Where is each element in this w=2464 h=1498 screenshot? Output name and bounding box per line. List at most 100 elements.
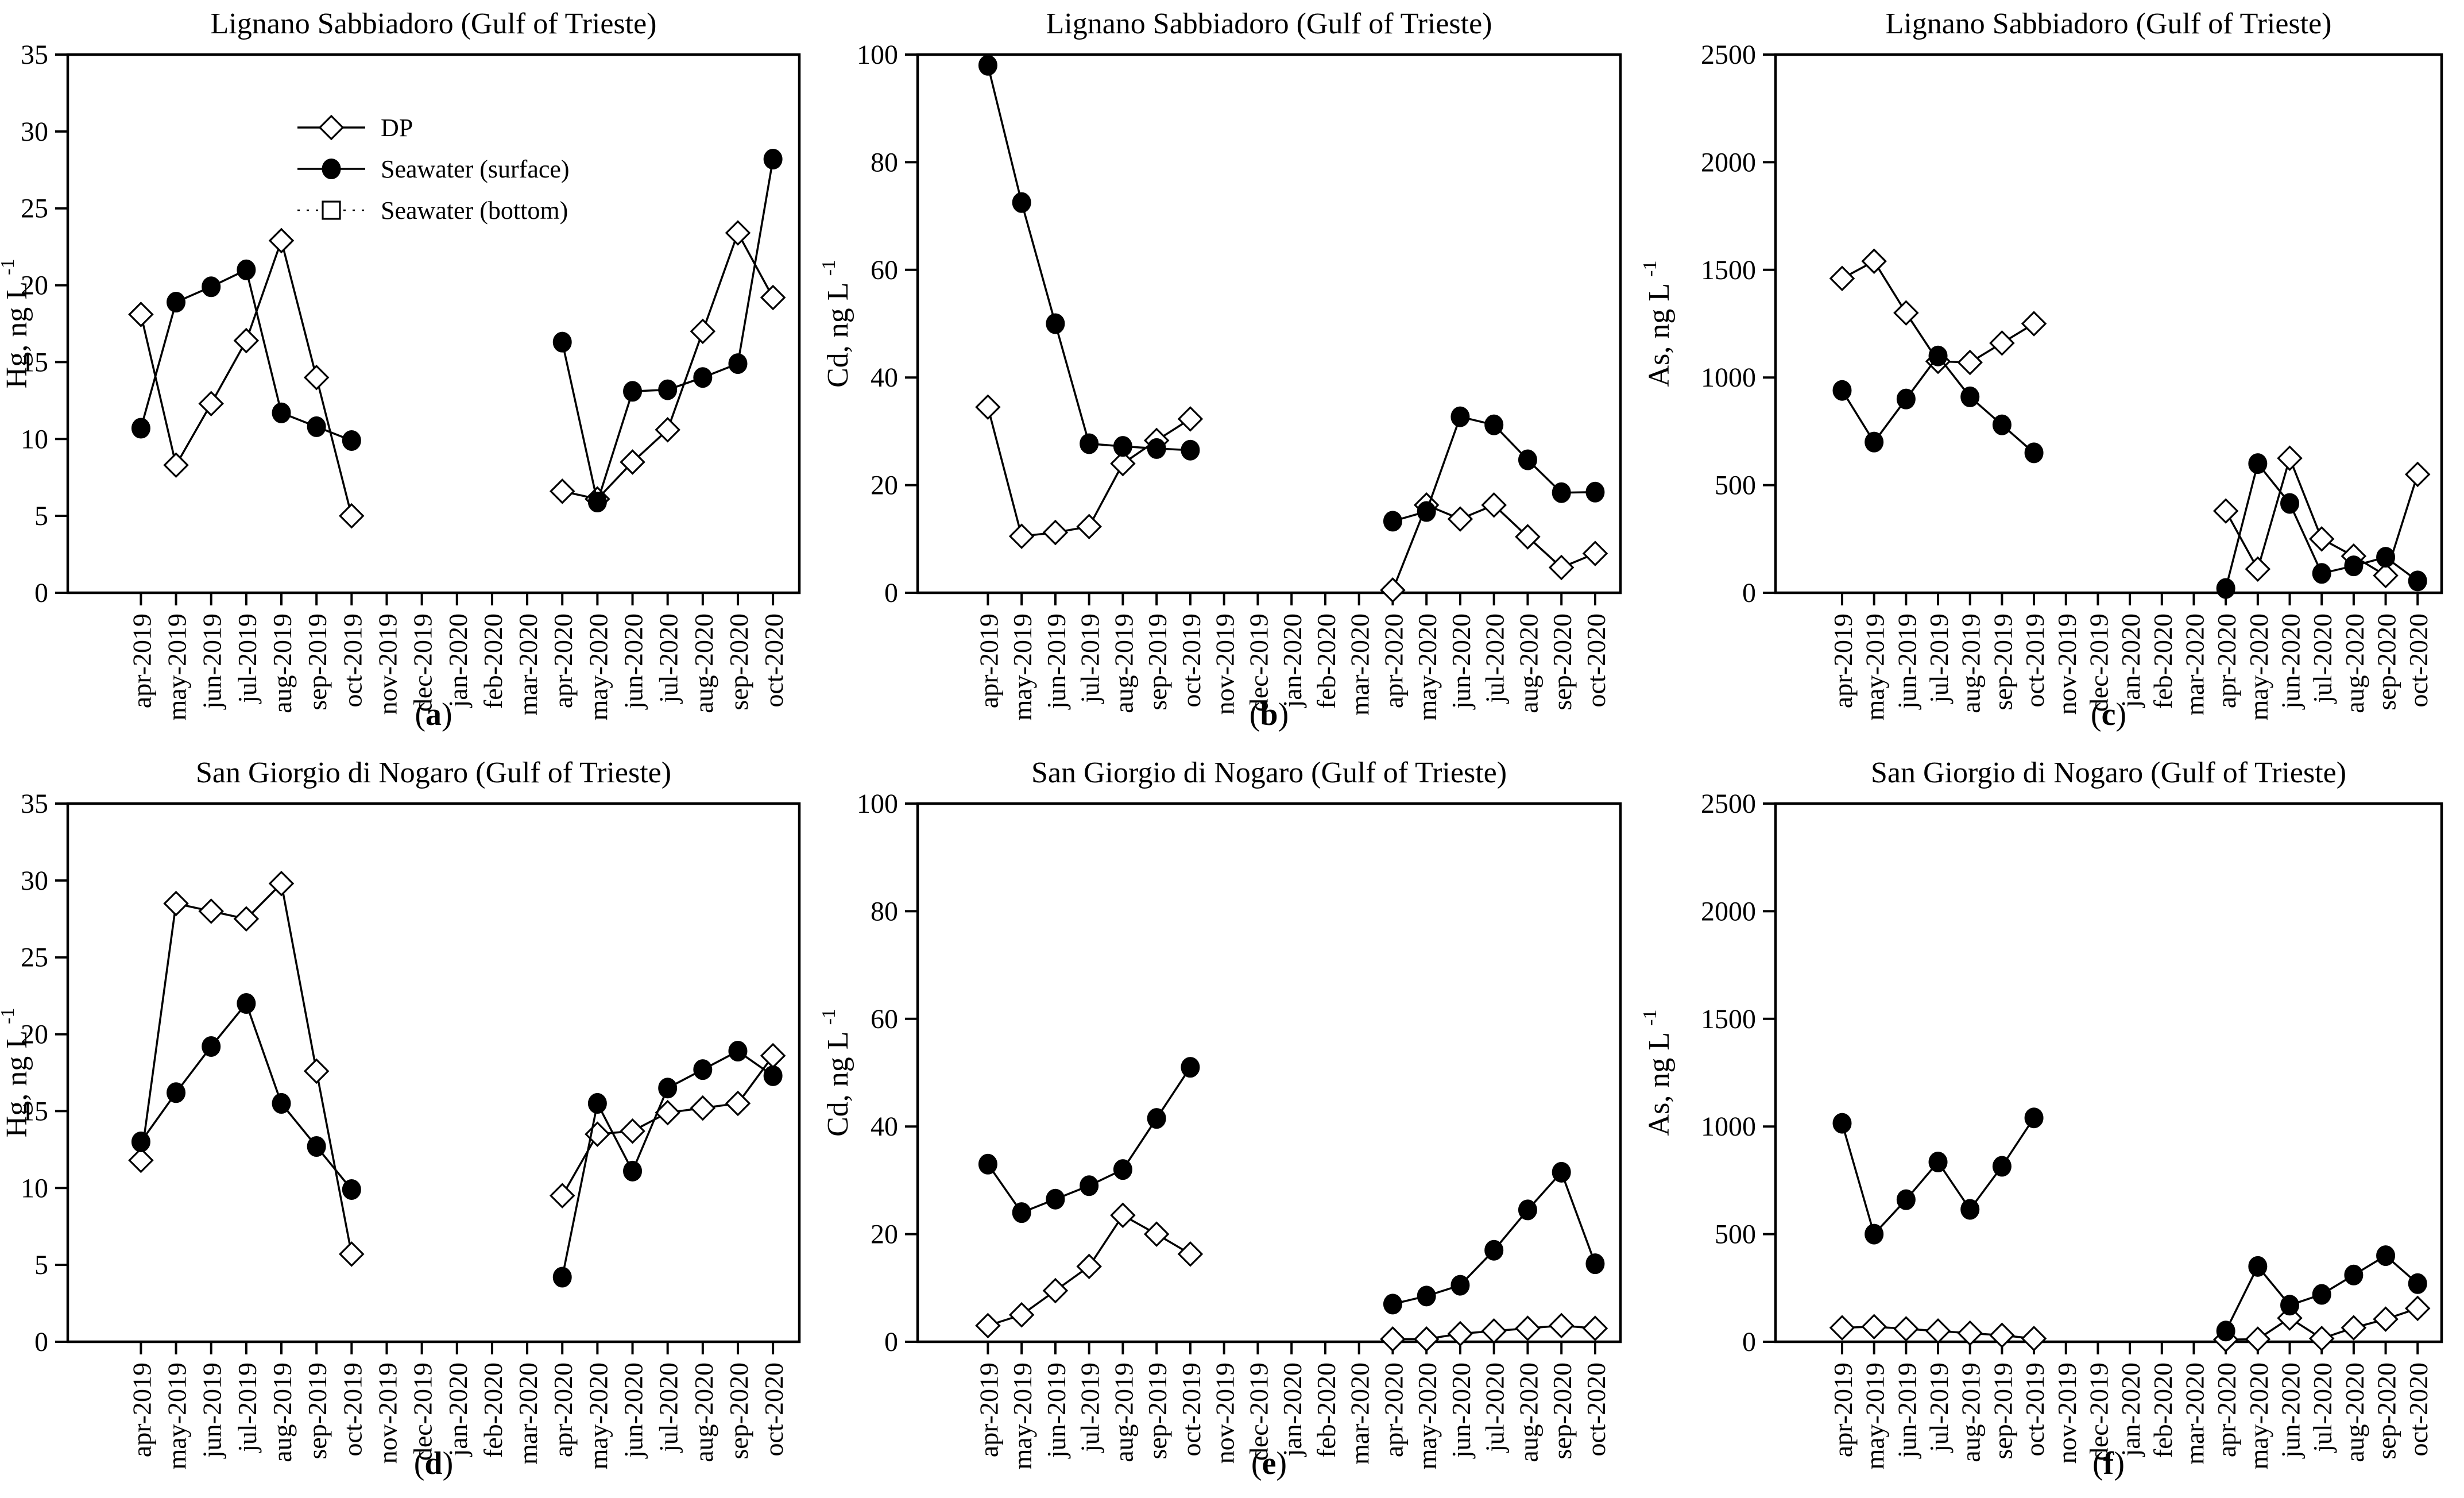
filled-circle-marker: [237, 259, 256, 280]
filled-circle-marker: [1383, 1294, 1402, 1315]
filled-circle-marker: [1585, 481, 1605, 503]
filled-circle-marker: [978, 55, 997, 76]
filled-circle-marker: [2216, 578, 2235, 599]
x-tick-label: aug-2019: [1109, 613, 1138, 713]
open-diamond-marker: [2373, 562, 2399, 589]
open-diamond-marker: [1582, 1315, 1608, 1341]
filled-circle-marker: [202, 1036, 221, 1057]
x-tick-label: nov-2019: [2052, 613, 2082, 715]
filled-circle-marker: [1181, 439, 1200, 461]
y-tick-label: 0: [1742, 578, 1756, 608]
open-diamond-marker: [1481, 1318, 1507, 1344]
series-dp: [128, 870, 786, 1267]
open-diamond-marker: [1447, 506, 1473, 532]
x-tick-label: sep-2020: [1548, 1362, 1577, 1460]
open-diamond-marker: [549, 1183, 575, 1209]
y-tick-label: 25: [21, 943, 48, 973]
open-diamond-marker: [2308, 526, 2335, 552]
x-tick-label: jun-2020: [2276, 1362, 2306, 1459]
y-tick-label: 20: [871, 1219, 898, 1250]
subplot-letter: (b): [1250, 697, 1289, 732]
open-diamond-marker: [2341, 1315, 2367, 1341]
x-tick-label: jan-2020: [1278, 1362, 1307, 1458]
subplot-letter: (e): [1251, 1446, 1287, 1481]
filled-circle-marker: [1450, 1275, 1470, 1296]
x-tick-label: jun-2020: [2276, 613, 2306, 710]
subplot-letter: (d): [414, 1446, 453, 1481]
x-tick-label: jun-2019: [1042, 1362, 1071, 1459]
plot-box: [916, 802, 1622, 1343]
x-tick-label: feb-2020: [2148, 613, 2177, 709]
open-diamond-marker: [1957, 1320, 1983, 1346]
filled-circle-marker: [1960, 1199, 1980, 1220]
x-tick-label: jul-2020: [2308, 1362, 2337, 1453]
open-diamond-marker: [760, 284, 786, 311]
x-tick-label: feb-2020: [1312, 1362, 1341, 1458]
y-tick-label: 0: [884, 578, 898, 608]
filled-circle-marker: [1080, 433, 1099, 454]
x-tick-label: dec-2019: [408, 613, 438, 712]
open-diamond-marker: [303, 1058, 330, 1084]
open-diamond-marker: [1143, 1221, 1170, 1247]
open-diamond-marker: [1861, 248, 1887, 275]
y-tick-label: 5: [34, 501, 48, 531]
filled-circle-marker: [1080, 1175, 1099, 1196]
filled-circle-marker: [1417, 1285, 1436, 1307]
chart-title: Lignano Sabbiadoro (Gulf of Trieste): [1885, 7, 2331, 40]
x-tick-label: sep-2019: [303, 1362, 332, 1460]
series-seawater-surface: [978, 1057, 1605, 1315]
open-diamond-marker: [128, 1147, 154, 1173]
legend: DP Seawater (surface) Seawater (bottom): [297, 114, 570, 225]
y-tick-label: 30: [21, 117, 48, 147]
filled-circle-marker: [307, 416, 326, 437]
x-tick-label: mar-2020: [2180, 1362, 2209, 1465]
open-diamond-marker: [690, 318, 716, 345]
y-tick-label: 40: [871, 1111, 898, 1142]
x-tick-label: dec-2019: [1244, 1362, 1273, 1461]
filled-circle-marker: [2344, 555, 2364, 577]
open-diamond-marker: [1893, 1316, 1919, 1342]
chart-svg-f: San Giorgio di Nogaro (Gulf of Trieste) 0…: [1642, 756, 2443, 1481]
filled-circle-marker: [2408, 570, 2427, 592]
filled-circle-marker: [978, 1153, 997, 1175]
x-tick-label: aug-2020: [1514, 613, 1543, 713]
filled-circle-marker: [1865, 1223, 1884, 1245]
filled-circle-marker: [763, 1065, 783, 1086]
plot-box: [1774, 53, 2443, 594]
chart-title: Lignano Sabbiadoro (Gulf of Trieste): [1046, 7, 1492, 40]
open-diamond-marker: [1380, 577, 1406, 603]
x-tick-label: may-2019: [1860, 613, 1890, 721]
open-diamond-marker: [303, 364, 330, 391]
open-diamond-marker: [163, 890, 189, 917]
x-tick-label: apr-2019: [127, 613, 156, 708]
subplot-letter: (a): [415, 697, 452, 732]
open-diamond-marker: [163, 452, 189, 478]
filled-circle-marker: [728, 353, 748, 374]
chart-c: Lignano Sabbiadoro (Gulf of Trieste) 0 500…: [1642, 0, 2463, 749]
filled-circle-marker: [1147, 1108, 1166, 1129]
x-tick-label: sep-2019: [1143, 1362, 1172, 1460]
filled-circle-marker: [2248, 1256, 2268, 1277]
y-tick-label: 500: [1715, 470, 1756, 501]
y-tick-label: 0: [884, 1327, 898, 1357]
y-tick-label: 20: [871, 470, 898, 501]
open-diamond-marker: [198, 391, 224, 416]
x-tick-label: apr-2020: [1379, 613, 1408, 708]
y-tick-label: 80: [871, 147, 898, 177]
x-tick-label: jan-2020: [2116, 613, 2145, 709]
x-tick-label: apr-2019: [1828, 613, 1858, 708]
open-diamond-marker: [1515, 1315, 1541, 1341]
open-diamond-marker: [620, 449, 645, 475]
filled-circle-marker: [1832, 380, 1852, 401]
chart-e: San Giorgio di Nogaro (Gulf of Trieste) 0…: [821, 749, 1642, 1498]
y-tick-label: 0: [1742, 1327, 1756, 1357]
x-tick-label: oct-2020: [1581, 1362, 1611, 1457]
x-tick-label: apr-2020: [1379, 1362, 1408, 1457]
plot-box: [1774, 802, 2443, 1343]
x-tick-label: apr-2019: [974, 613, 1003, 708]
open-diamond-marker: [2373, 1306, 2399, 1332]
x-tick-label: aug-2020: [689, 613, 718, 713]
open-diamond-marker: [760, 1043, 786, 1069]
x-tick-label: sep-2020: [2372, 613, 2401, 711]
